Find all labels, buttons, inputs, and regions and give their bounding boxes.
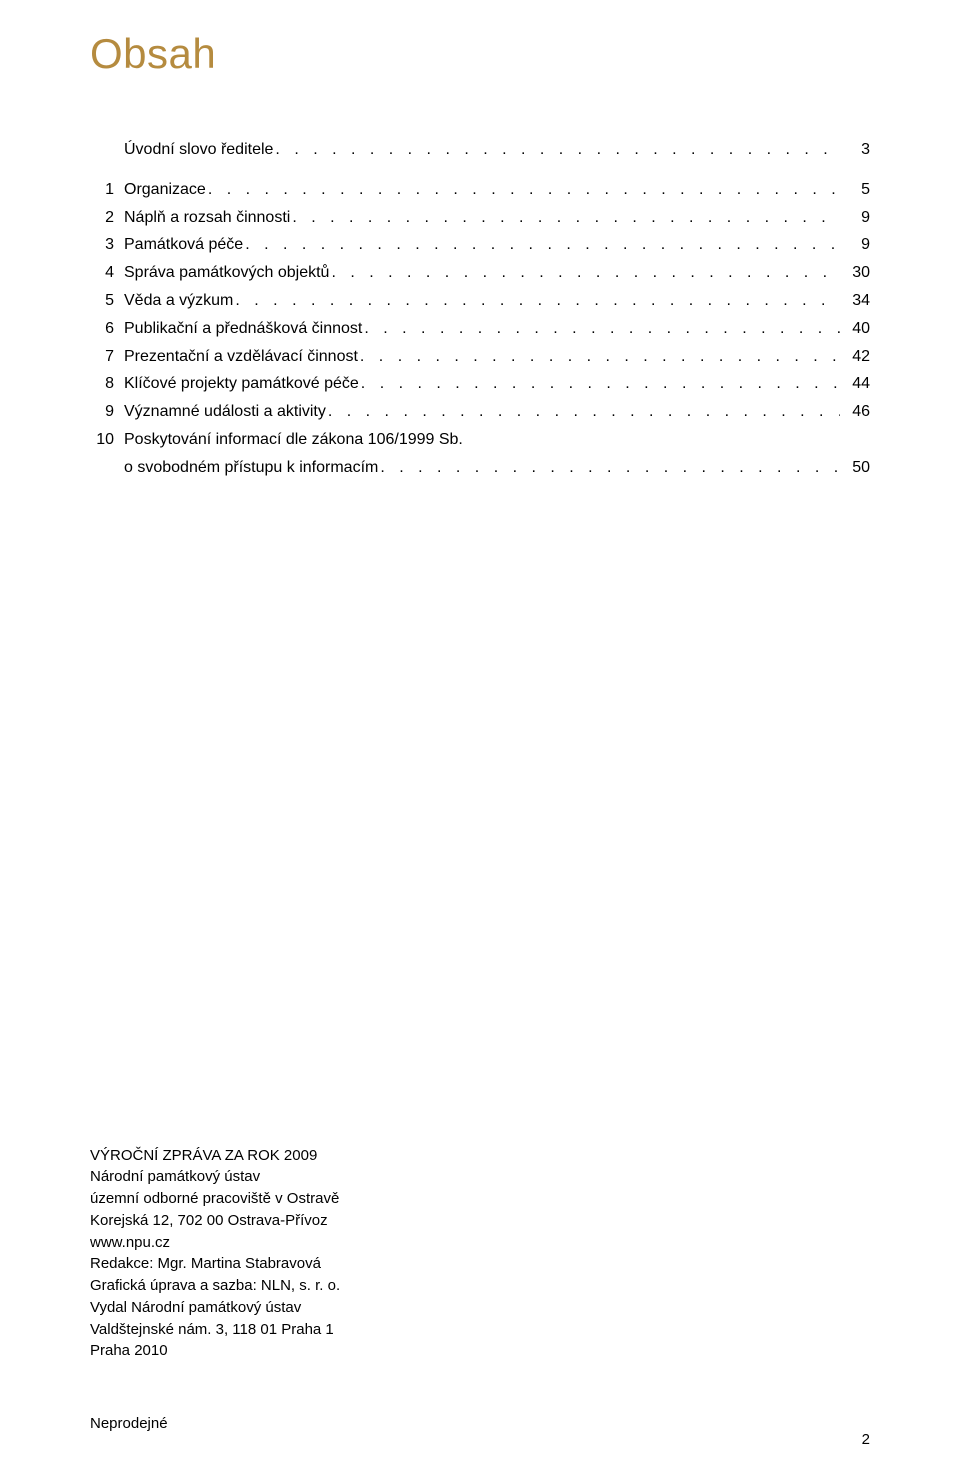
toc-num: 1 bbox=[90, 178, 124, 203]
colophon: VÝROČNÍ ZPRÁVA ZA ROK 2009 Národní památ… bbox=[90, 1145, 340, 1363]
toc-num: 5 bbox=[90, 289, 124, 314]
toc-dots: . . . . . . . . . . . . . . . . . . . . … bbox=[362, 317, 840, 342]
toc-row: 8 Klíčové projekty památkové péče . . . … bbox=[90, 372, 870, 397]
toc-page: 44 bbox=[840, 372, 870, 397]
toc-page: 9 bbox=[840, 206, 870, 231]
toc-dots: . . . . . . . . . . . . . . . . . . . . … bbox=[233, 289, 840, 314]
toc-dots: . . . . . . . . . . . . . . . . . . . . … bbox=[243, 233, 840, 258]
toc-num: 4 bbox=[90, 261, 124, 286]
toc-num: 7 bbox=[90, 345, 124, 370]
toc-label: Významné události a aktivity bbox=[124, 400, 326, 425]
colophon-line: Valdštejnské nám. 3, 118 01 Praha 1 bbox=[90, 1319, 340, 1341]
colophon-line: Grafická úprava a sazba: NLN, s. r. o. bbox=[90, 1275, 340, 1297]
toc-row: 5 Věda a výzkum . . . . . . . . . . . . … bbox=[90, 289, 870, 314]
toc-label: Náplň a rozsah činnosti bbox=[124, 206, 290, 231]
toc-label: o svobodném přístupu k informacím bbox=[124, 456, 378, 481]
toc-row: 4 Správa památkových objektů . . . . . .… bbox=[90, 261, 870, 286]
toc-intro-row: Úvodní slovo ředitele . . . . . . . . . … bbox=[90, 138, 870, 163]
toc-page: 3 bbox=[840, 138, 870, 163]
page-title: Obsah bbox=[90, 30, 870, 78]
toc-label: Publikační a přednášková činnost bbox=[124, 317, 362, 342]
toc-page: 5 bbox=[840, 178, 870, 203]
toc-label: Poskytování informací dle zákona 106/199… bbox=[124, 428, 463, 453]
colophon-line: Vydal Národní památkový ústav bbox=[90, 1297, 340, 1319]
toc-dots: . . . . . . . . . . . . . . . . . . . . … bbox=[378, 456, 840, 481]
toc-row: 7 Prezentační a vzdělávací činnost . . .… bbox=[90, 345, 870, 370]
toc-num: 8 bbox=[90, 372, 124, 397]
toc-row: 2 Náplň a rozsah činnosti . . . . . . . … bbox=[90, 206, 870, 231]
toc-label: Prezentační a vzdělávací činnost bbox=[124, 345, 358, 370]
toc-dots: . . . . . . . . . . . . . . . . . . . . … bbox=[358, 345, 840, 370]
toc-num: 3 bbox=[90, 233, 124, 258]
colophon-line: územní odborné pracoviště v Ostravě bbox=[90, 1188, 340, 1210]
toc-dots: . . . . . . . . . . . . . . . . . . . . … bbox=[326, 400, 840, 425]
toc-row: 9 Významné události a aktivity . . . . .… bbox=[90, 400, 870, 425]
toc-dots: . . . . . . . . . . . . . . . . . . . . … bbox=[329, 261, 840, 286]
toc-num: 2 bbox=[90, 206, 124, 231]
toc-label: Úvodní slovo ředitele bbox=[124, 138, 273, 163]
colophon-line: Korejská 12, 702 00 Ostrava-Přívoz bbox=[90, 1210, 340, 1232]
toc-row: 10 Poskytování informací dle zákona 106/… bbox=[90, 428, 870, 453]
toc-page: 9 bbox=[840, 233, 870, 258]
toc-row: 1 Organizace . . . . . . . . . . . . . .… bbox=[90, 178, 870, 203]
table-of-contents: Úvodní slovo ředitele . . . . . . . . . … bbox=[90, 138, 870, 481]
toc-num: 9 bbox=[90, 400, 124, 425]
toc-label: Klíčové projekty památkové péče bbox=[124, 372, 359, 397]
toc-dots: . . . . . . . . . . . . . . . . . . . . … bbox=[290, 206, 840, 231]
toc-dots: . . . . . . . . . . . . . . . . . . . . … bbox=[206, 178, 840, 203]
colophon-line: Redakce: Mgr. Martina Stabravová bbox=[90, 1253, 340, 1275]
colophon-line: Národní památkový ústav bbox=[90, 1166, 340, 1188]
colophon-line: www.npu.cz bbox=[90, 1232, 340, 1254]
page-number: 2 bbox=[862, 1431, 870, 1448]
non-sale-note: Neprodejné bbox=[90, 1415, 168, 1432]
toc-page: 46 bbox=[840, 400, 870, 425]
toc-label: Věda a výzkum bbox=[124, 289, 233, 314]
toc-dots: . . . . . . . . . . . . . . . . . . . . … bbox=[359, 372, 840, 397]
colophon-line: VÝROČNÍ ZPRÁVA ZA ROK 2009 bbox=[90, 1145, 340, 1167]
toc-label: Organizace bbox=[124, 178, 206, 203]
toc-num: 10 bbox=[90, 428, 124, 453]
toc-page: 42 bbox=[840, 345, 870, 370]
toc-label: Správa památkových objektů bbox=[124, 261, 329, 286]
toc-row-continuation: o svobodném přístupu k informacím . . . … bbox=[90, 456, 870, 481]
toc-page: 40 bbox=[840, 317, 870, 342]
colophon-line: Praha 2010 bbox=[90, 1340, 340, 1362]
toc-label: Památková péče bbox=[124, 233, 243, 258]
toc-dots: . . . . . . . . . . . . . . . . . . . . … bbox=[273, 138, 840, 163]
toc-row: 3 Památková péče . . . . . . . . . . . .… bbox=[90, 233, 870, 258]
toc-row: 6 Publikační a přednášková činnost . . .… bbox=[90, 317, 870, 342]
toc-num: 6 bbox=[90, 317, 124, 342]
toc-page: 30 bbox=[840, 261, 870, 286]
toc-page: 50 bbox=[840, 456, 870, 481]
toc-page: 34 bbox=[840, 289, 870, 314]
